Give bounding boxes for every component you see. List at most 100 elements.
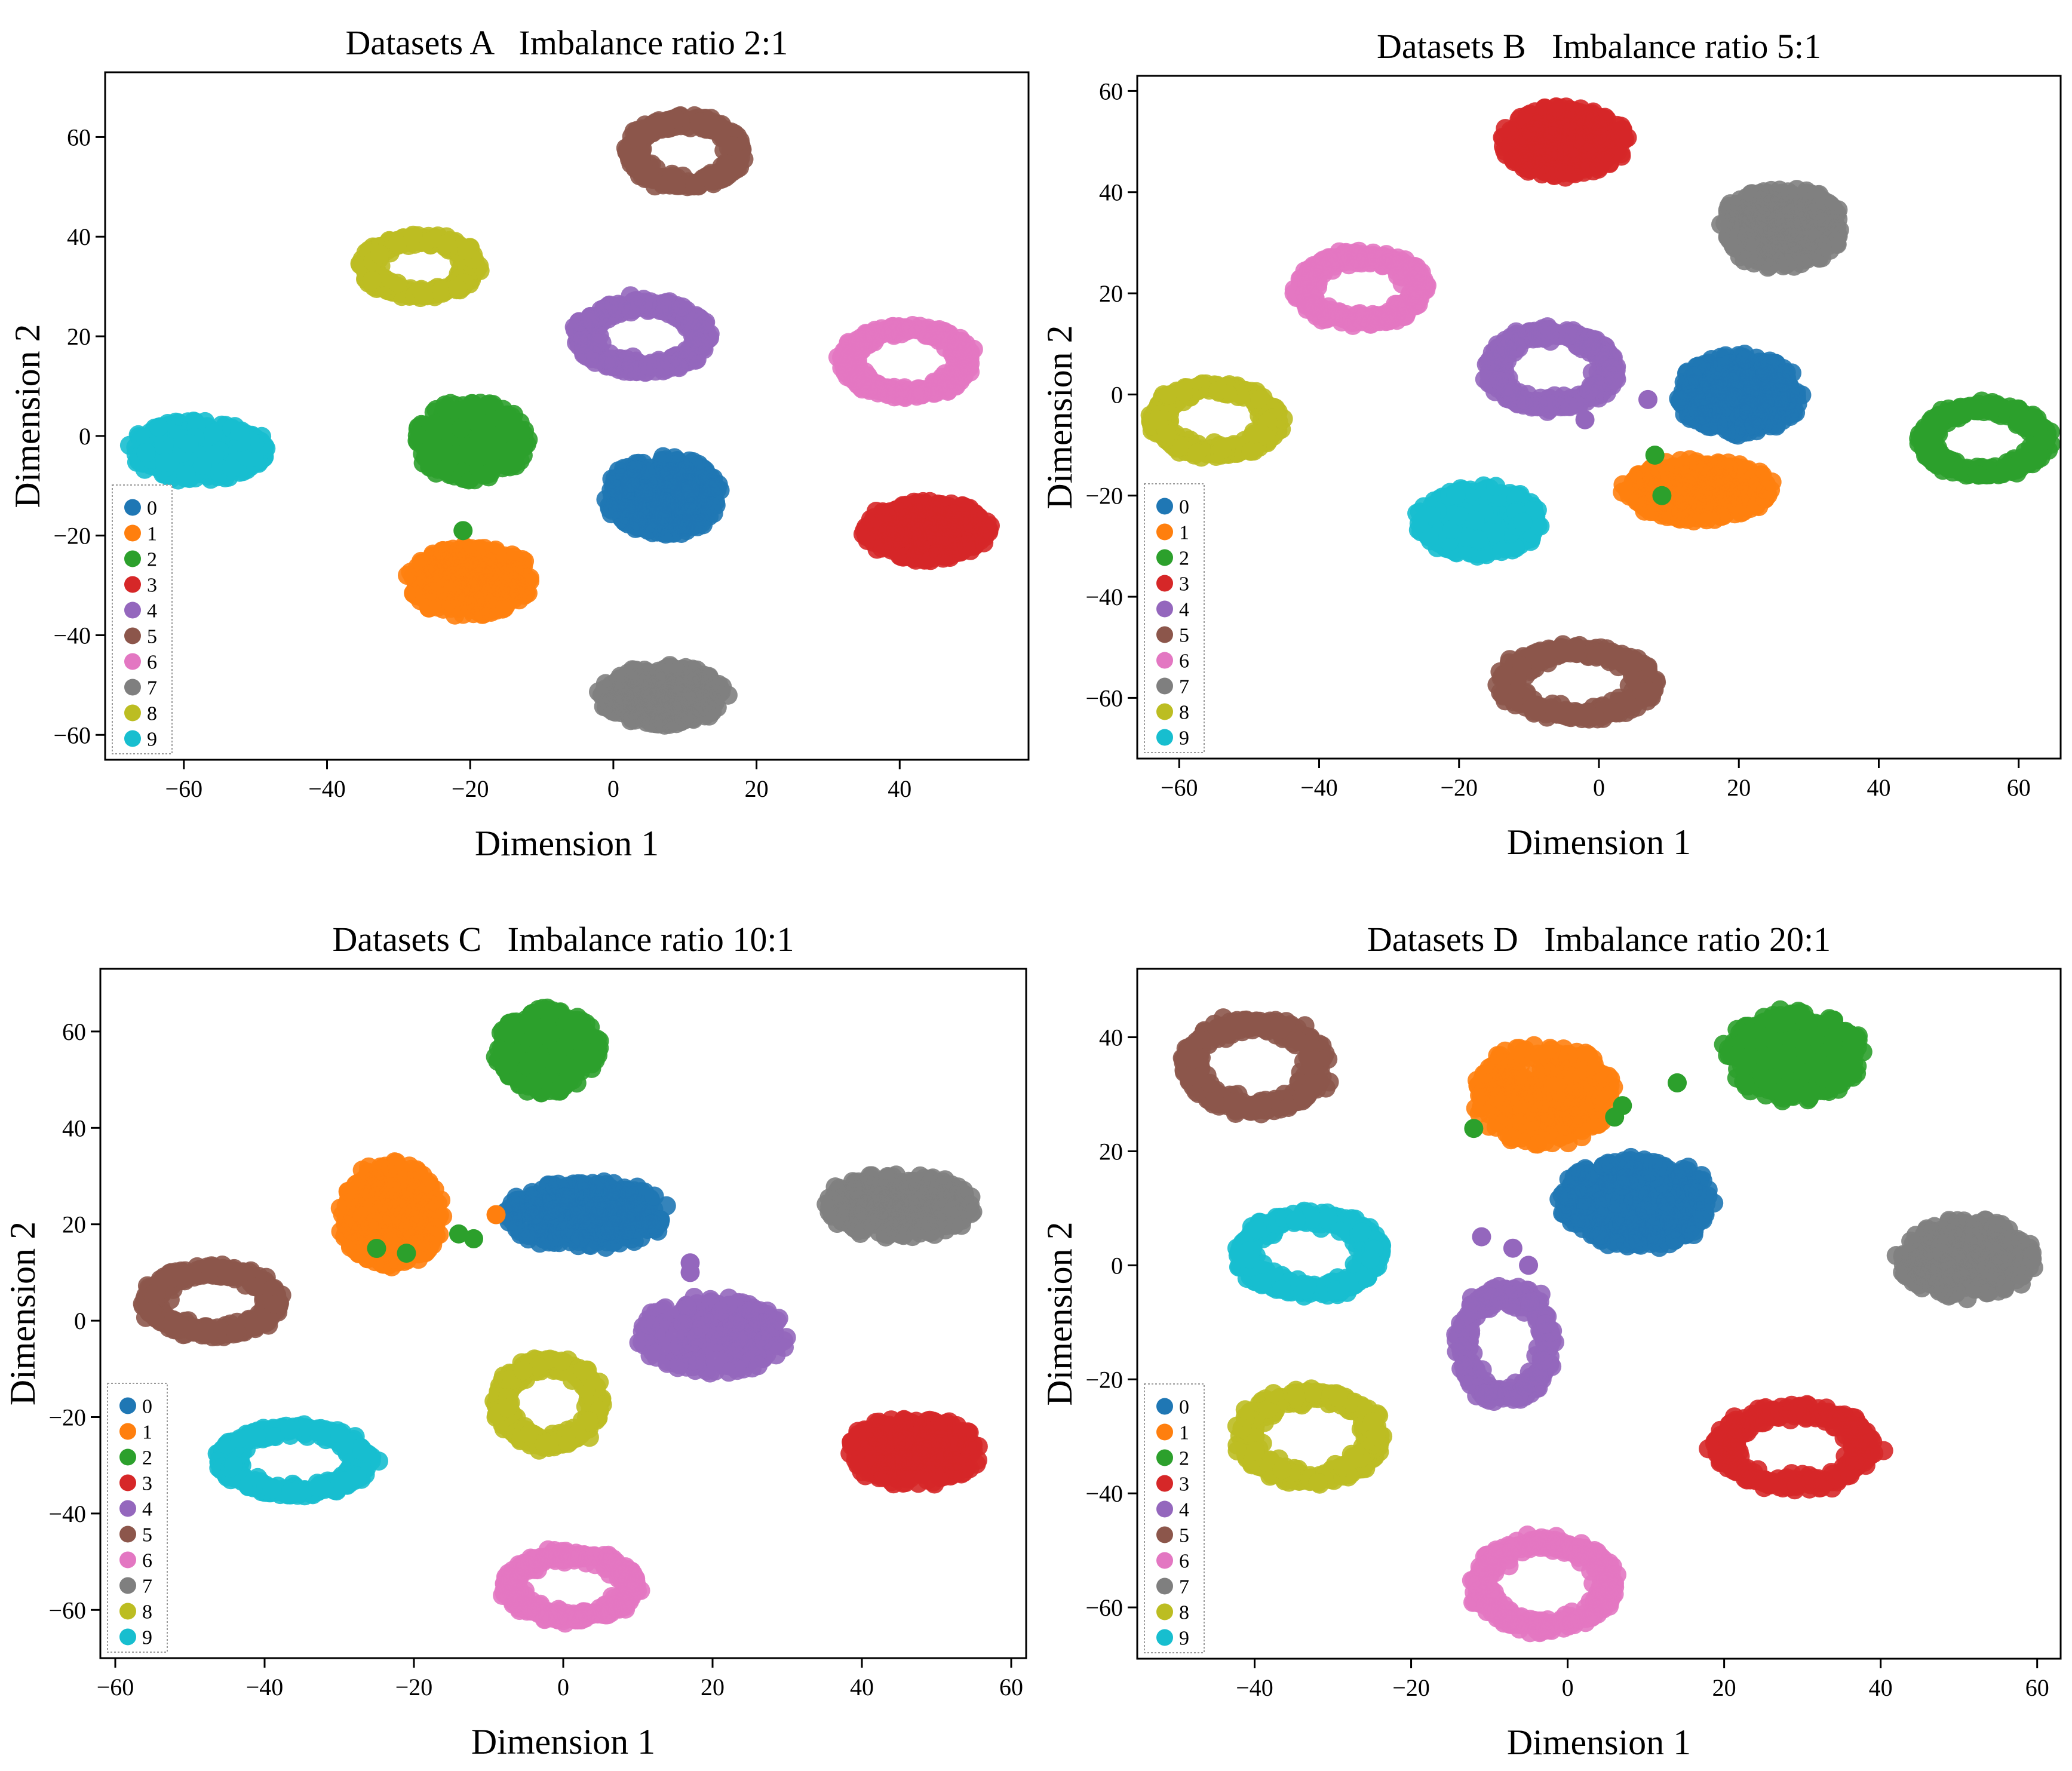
point (668, 702, 687, 722)
legend-label-8: 8 (147, 703, 157, 725)
point (863, 330, 883, 350)
point (659, 462, 679, 482)
point (388, 274, 407, 293)
cluster-5 (616, 106, 754, 197)
point (1724, 388, 1743, 407)
legend-marker-5 (124, 627, 141, 644)
point (655, 297, 674, 317)
point (653, 447, 673, 466)
point (454, 588, 474, 608)
point (685, 329, 704, 348)
cluster-7 (589, 656, 738, 735)
point (946, 368, 965, 388)
point (881, 380, 901, 400)
point (222, 458, 241, 477)
point-clouds (1140, 97, 2061, 729)
point (656, 112, 676, 131)
point (437, 234, 456, 254)
point (669, 358, 689, 377)
point (459, 403, 479, 422)
cluster-3 (853, 492, 1000, 570)
point (620, 474, 640, 493)
cluster-1 (1613, 450, 1782, 531)
y-tick-label: 0 (79, 423, 91, 450)
point (1736, 349, 1755, 369)
point (673, 297, 692, 317)
point (618, 664, 638, 683)
point (686, 514, 705, 533)
legend-marker-6 (124, 653, 141, 670)
point (1642, 470, 1662, 490)
legend-marker-7 (124, 679, 141, 696)
x-tick-label: 40 (888, 775, 911, 802)
legend-marker-3 (124, 576, 141, 593)
point (653, 713, 673, 732)
cluster-0 (1669, 345, 1812, 445)
point (1739, 394, 1758, 414)
point (894, 547, 913, 567)
point (680, 668, 700, 688)
point (477, 421, 496, 440)
point (398, 566, 417, 585)
point (475, 442, 495, 461)
point (637, 167, 656, 186)
x-tick-label: −20 (452, 775, 489, 802)
point (403, 225, 423, 245)
legend-label-5: 5 (147, 626, 157, 648)
point (500, 457, 520, 477)
cluster-2 (407, 394, 538, 490)
panel-title: Datasets A Imbalance ratio 2:1 (346, 23, 788, 62)
point-clouds (119, 106, 1000, 735)
point (437, 400, 456, 420)
scatter-panel-b: −60 −40 −20 0 20 40 60−60−40−200204060Datasets… (1040, 27, 2062, 862)
point (440, 569, 459, 589)
point (1698, 455, 1718, 475)
point (883, 515, 903, 535)
point (580, 309, 600, 329)
point (1732, 474, 1752, 493)
y-axis-label: Dimension 2 (8, 324, 47, 508)
point (205, 444, 225, 464)
point (624, 297, 644, 316)
y-tick-label: −60 (53, 722, 91, 748)
legend-marker-0 (124, 499, 141, 516)
point (862, 371, 882, 391)
legend-marker-4 (124, 601, 141, 619)
point (477, 573, 496, 593)
point (892, 324, 911, 343)
point (710, 162, 729, 182)
point (701, 496, 721, 516)
cluster-1 (398, 536, 540, 625)
point (848, 334, 867, 354)
point (179, 434, 199, 453)
point (600, 351, 620, 370)
legend-label-3: 3 (147, 575, 157, 597)
point (608, 499, 628, 519)
point (683, 312, 702, 332)
point (652, 505, 672, 524)
point (595, 674, 615, 693)
point (929, 331, 948, 350)
x-tick-label: 20 (745, 775, 769, 802)
legend-label-2: 2 (147, 549, 157, 571)
point (911, 495, 930, 515)
point (947, 332, 967, 351)
cluster-4 (564, 286, 720, 382)
point (370, 245, 389, 264)
point (631, 149, 651, 169)
point (362, 271, 382, 290)
point (1773, 410, 1792, 430)
legend-marker-2 (124, 550, 141, 567)
point (1721, 369, 1741, 388)
point (244, 447, 264, 467)
point (702, 478, 722, 498)
point (441, 447, 461, 467)
x-tick-label: −60 (165, 775, 203, 802)
legend-box (112, 484, 173, 754)
point (412, 282, 431, 302)
legend-marker-8 (124, 704, 141, 722)
point (203, 423, 223, 443)
point (388, 234, 407, 253)
point (520, 568, 539, 588)
y-tick-label: 20 (67, 323, 91, 350)
